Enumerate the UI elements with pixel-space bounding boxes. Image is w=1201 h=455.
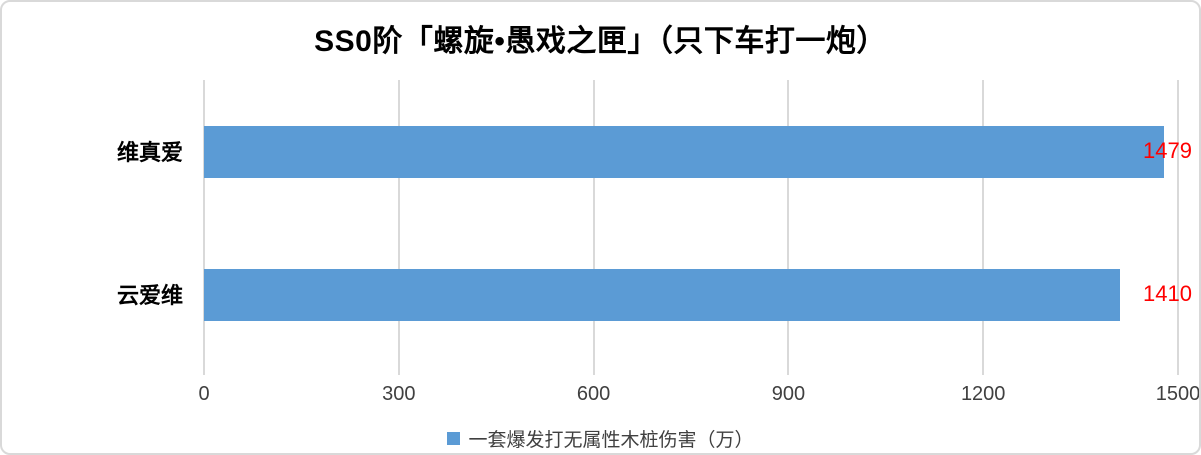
x-tick-label: 900 — [771, 383, 806, 405]
gridline — [982, 80, 985, 365]
plot-area: 维真爱 1479 云爱维 1410 — [117, 80, 1192, 375]
value-label: 1479 — [1143, 138, 1192, 164]
gridline — [592, 80, 595, 365]
chart-row: 维真爱 1479 — [117, 80, 1192, 223]
legend: 一套爆发打无属性木桩伤害（万） — [2, 425, 1199, 452]
chart-row: 云爱维 1410 — [117, 223, 1192, 366]
bar — [204, 126, 1165, 178]
value-label: 1410 — [1143, 280, 1192, 306]
category-label: 维真爱 — [116, 140, 183, 166]
legend-label: 一套爆发打无属性木桩伤害（万） — [468, 430, 754, 451]
gridline — [1177, 80, 1179, 365]
bar — [204, 268, 1120, 321]
tick-mark — [982, 365, 985, 375]
category-label: 云爱维 — [116, 282, 183, 308]
gridline — [397, 80, 400, 365]
x-tick-label: 1200 — [960, 383, 1006, 405]
gridline — [203, 80, 205, 365]
tick-mark — [397, 365, 400, 375]
tick-mark — [1177, 365, 1179, 375]
legend-swatch-icon — [447, 432, 461, 445]
tick-mark — [592, 365, 595, 375]
tick-mark — [787, 365, 790, 375]
x-tick-label: 600 — [576, 383, 611, 405]
gridline — [787, 80, 790, 365]
x-tick-label: 1500 — [1155, 383, 1201, 405]
chart-title: SS0阶「螺旋•愚戏之匣」（只下车打一炮） — [314, 25, 887, 58]
tick-mark — [203, 365, 205, 375]
x-tick-label: 300 — [382, 383, 416, 405]
x-tick-label: 0 — [198, 383, 210, 405]
x-axis: 0 300 600 900 1200 1500 — [198, 383, 1199, 409]
